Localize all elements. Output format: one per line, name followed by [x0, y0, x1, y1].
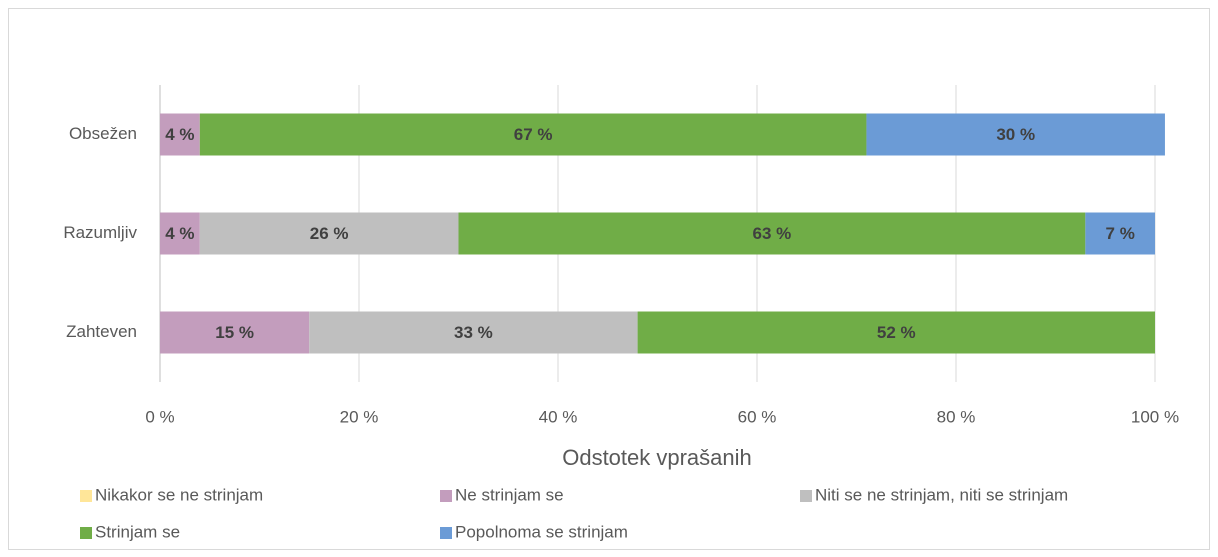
x-tick-label: 60 %	[738, 407, 777, 426]
chart-border	[8, 8, 1210, 550]
x-tick-label: 20 %	[340, 407, 379, 426]
bar-segment	[160, 311, 310, 354]
data-label: 26 %	[310, 224, 349, 243]
data-label: 7 %	[1106, 224, 1135, 243]
y-tick-label: Zahteven	[66, 322, 137, 341]
data-label: 30 %	[996, 125, 1035, 144]
x-axis-label: Odstotek vprašanih	[562, 445, 752, 470]
legend-label: Niti se ne strinjam, niti se strinjam	[815, 485, 1068, 504]
data-label: 63 %	[753, 224, 792, 243]
data-label: 33 %	[454, 323, 493, 342]
y-tick-label: Obsežen	[69, 124, 137, 143]
bar-segment	[1085, 212, 1155, 255]
data-label: 4 %	[165, 125, 194, 144]
bar-segment	[160, 212, 200, 255]
bar-segment	[199, 212, 459, 255]
data-label: 67 %	[514, 125, 553, 144]
data-label: 52 %	[877, 323, 916, 342]
x-tick-label: 0 %	[145, 407, 174, 426]
bar-segment	[637, 311, 1155, 354]
x-tick-label: 80 %	[937, 407, 976, 426]
legend-swatch	[440, 527, 452, 539]
bar-segment	[309, 311, 638, 354]
legend-swatch	[440, 490, 452, 502]
y-tick-label: Razumljiv	[63, 223, 137, 242]
legend-swatch	[800, 490, 812, 502]
x-tick-label: 100 %	[1131, 407, 1179, 426]
legend-swatch	[80, 527, 92, 539]
bar-segment	[160, 113, 200, 156]
data-label: 15 %	[215, 323, 254, 342]
data-label: 4 %	[165, 224, 194, 243]
bar-segment	[458, 212, 1086, 255]
legend-label: Strinjam se	[95, 522, 180, 541]
legend-label: Popolnoma se strinjam	[455, 522, 628, 541]
legend-label: Ne strinjam se	[455, 485, 564, 504]
x-tick-label: 40 %	[539, 407, 578, 426]
legend-swatch	[80, 490, 92, 502]
bar-segment	[199, 113, 867, 156]
bar-segment	[866, 113, 1165, 156]
legend-label: Nikakor se ne strinjam	[95, 485, 263, 504]
